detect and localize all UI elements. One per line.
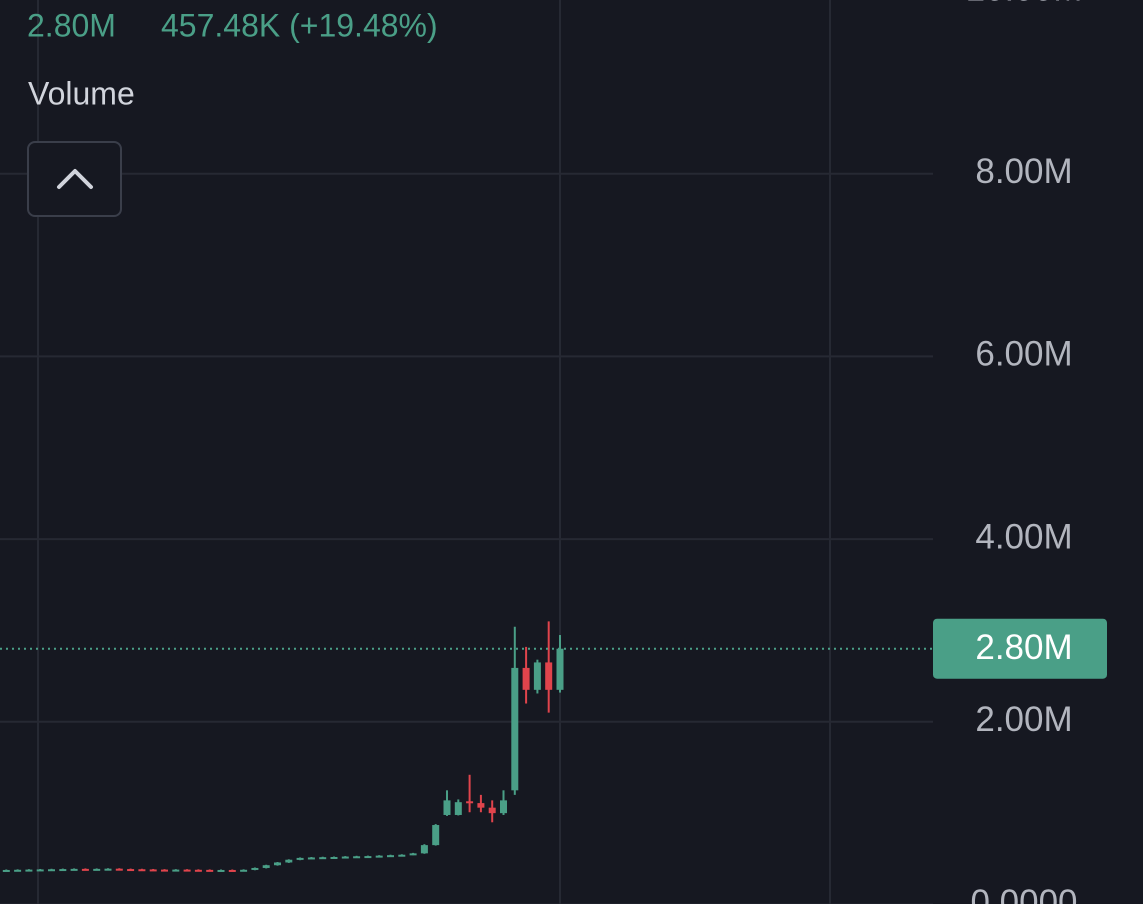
candle-body xyxy=(251,867,259,870)
candle-body xyxy=(488,807,496,814)
candle-body xyxy=(522,667,530,690)
button-frame[interactable] xyxy=(27,141,122,217)
candle-body xyxy=(443,800,451,815)
candle-body xyxy=(387,855,394,858)
candle-body xyxy=(183,869,191,872)
y-tick-label: 2.00M xyxy=(975,700,1072,739)
candle-body xyxy=(511,667,519,791)
y-tick-label: 0.0000 xyxy=(970,883,1077,904)
candle-body xyxy=(206,869,214,872)
y-tick-label: 8.00M xyxy=(975,152,1072,191)
candle-body xyxy=(70,868,78,871)
candle-body xyxy=(556,648,564,690)
candle-body xyxy=(285,859,293,863)
candle-body xyxy=(533,662,541,690)
candle-body xyxy=(296,857,304,860)
candle-body xyxy=(274,862,281,866)
candle-body xyxy=(398,854,406,857)
candle-body xyxy=(341,856,349,859)
y-tick-label: 10.00M xyxy=(966,0,1083,8)
candle-body xyxy=(14,869,22,872)
candle-body xyxy=(466,801,474,804)
candle-body xyxy=(149,869,157,872)
y-tick-label: 4.00M xyxy=(975,517,1072,556)
candle-body xyxy=(48,869,55,872)
candle-body xyxy=(2,869,10,872)
indicator-label: Volume xyxy=(28,75,135,111)
candle-body xyxy=(330,856,338,859)
candle-body xyxy=(409,853,417,856)
candle-body xyxy=(240,869,248,872)
candle-body xyxy=(59,869,67,872)
y-tick-label: 6.00M xyxy=(975,335,1072,374)
candle-body xyxy=(228,869,236,872)
candle-body xyxy=(36,869,44,872)
candle-body xyxy=(262,865,270,868)
candle-body xyxy=(217,869,225,872)
candle-body xyxy=(364,856,372,859)
candle-body xyxy=(307,857,315,860)
candle-body xyxy=(161,869,168,872)
candle-body xyxy=(477,803,485,808)
candle-body xyxy=(172,869,180,872)
collapse-button[interactable] xyxy=(27,141,122,217)
last-price-label: 2.80M xyxy=(975,628,1072,667)
candle-body xyxy=(353,856,361,859)
candle-body xyxy=(420,845,428,854)
candle-body xyxy=(319,857,327,860)
candle-body xyxy=(25,869,33,872)
header-change: 457.48K (+19.48%) xyxy=(161,7,438,43)
last-price-tag xyxy=(933,618,1107,679)
candle-body xyxy=(138,869,146,872)
candle-body xyxy=(194,869,202,872)
candle-body xyxy=(432,825,440,846)
candle-body xyxy=(375,855,383,858)
candle-body xyxy=(500,800,507,814)
candle-body xyxy=(115,868,123,871)
candle-body xyxy=(104,868,112,871)
candle-body xyxy=(127,869,135,872)
candle-body xyxy=(93,868,101,871)
candle-body xyxy=(545,662,553,690)
candle-body xyxy=(81,868,89,871)
candle-body xyxy=(454,802,462,815)
chevron-up-icon[interactable] xyxy=(57,169,93,189)
header-close: 2.80M xyxy=(27,7,116,43)
